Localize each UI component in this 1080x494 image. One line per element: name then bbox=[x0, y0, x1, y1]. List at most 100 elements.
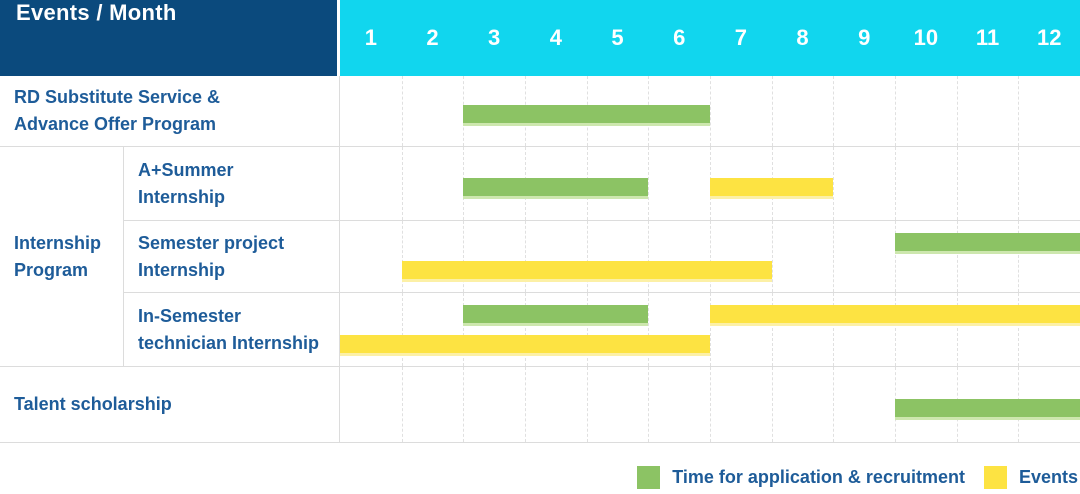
month-gridline bbox=[1018, 76, 1020, 146]
month-gridline bbox=[771, 221, 773, 292]
month-header-10: 10 bbox=[913, 25, 939, 50]
month-header-11: 11 bbox=[975, 25, 1000, 50]
label-line: Internship bbox=[138, 259, 226, 280]
month-gridline bbox=[956, 293, 958, 366]
row-rd-substitute: RD Substitute Service & Advance Offer Pro… bbox=[0, 76, 1080, 147]
group-label-internship: Internship Program bbox=[0, 147, 124, 366]
month-header-1: 1 bbox=[364, 25, 377, 50]
month-gridline bbox=[833, 293, 835, 366]
month-gridline bbox=[463, 221, 465, 292]
month-gridline bbox=[895, 221, 896, 292]
legend-item-yellow: Events bbox=[983, 466, 1078, 489]
sublabel-semester-project-internship: Semester project Internship bbox=[124, 221, 340, 292]
bar-green-months-10-12 bbox=[895, 398, 1080, 420]
month-gridline bbox=[833, 221, 835, 292]
label-line: Semester project bbox=[138, 232, 285, 253]
month-header-5: 5 bbox=[611, 25, 624, 50]
label-line: Talent scholarship bbox=[14, 394, 172, 414]
month-header-3: 3 bbox=[488, 25, 501, 50]
label-rd-substitute: RD Substitute Service & Advance Offer Pro… bbox=[0, 76, 340, 146]
legend-label-yellow: Events bbox=[1018, 467, 1078, 487]
table-body: RD Substitute Service & Advance Offer Pro… bbox=[0, 76, 1080, 443]
label-line: A+Summer bbox=[138, 159, 234, 180]
month-header-2: 2 bbox=[426, 25, 439, 50]
month-gridline bbox=[648, 221, 650, 292]
month-gridline bbox=[1018, 221, 1020, 292]
label-line: Program bbox=[14, 259, 89, 280]
month-gridline bbox=[771, 76, 773, 146]
month-gridline bbox=[648, 293, 650, 366]
bar-green-months-3-5 bbox=[463, 305, 649, 326]
chart-cell-talent-scholarship bbox=[340, 367, 1080, 442]
row-semester-project-internship: Semester project Internship bbox=[124, 221, 1080, 293]
month-header-12: 12 bbox=[1036, 25, 1062, 50]
bar-yellow-months-7-12 bbox=[710, 305, 1080, 326]
month-gridline bbox=[525, 221, 526, 292]
group-rows-internship: A+Summer Internship Semester project Intern… bbox=[124, 147, 1080, 366]
month-gridline bbox=[833, 147, 835, 220]
bar-green-months-10-12 bbox=[895, 233, 1080, 254]
label-line: RD Substitute Service & bbox=[14, 87, 221, 107]
month-gridline bbox=[956, 147, 958, 220]
legend: Time for application & recruitment Events bbox=[637, 466, 1078, 489]
label-line: technician Internship bbox=[138, 332, 320, 353]
legend-item-green: Time for application & recruitment bbox=[637, 466, 965, 489]
bar-green-months-3-5 bbox=[463, 177, 649, 199]
table-header-row: Events / Month 1 2 3 4 5 6 7 8 9 10 11 12 bbox=[0, 0, 1080, 76]
month-gridline bbox=[771, 367, 773, 442]
events-month-header-cell: Events / Month bbox=[0, 0, 340, 76]
month-gridline bbox=[586, 367, 588, 442]
legend-swatch-yellow bbox=[983, 466, 1007, 489]
month-gridline bbox=[833, 76, 835, 146]
month-gridline bbox=[648, 367, 650, 442]
chart-cell-semester-project-internship bbox=[340, 221, 1080, 292]
sublabel-a-plus-summer-internship: A+Summer Internship bbox=[124, 147, 340, 220]
chart-cell-rd-substitute bbox=[340, 76, 1080, 146]
month-gridline bbox=[401, 76, 403, 146]
month-header-7: 7 bbox=[734, 25, 747, 50]
month-gridline bbox=[1018, 147, 1020, 220]
label-line: Internship bbox=[14, 232, 102, 253]
month-header-4: 4 bbox=[549, 25, 562, 50]
month-gridline bbox=[710, 293, 711, 366]
bar-green-months-3-6 bbox=[463, 105, 710, 126]
month-gridline bbox=[648, 147, 650, 220]
month-header-8: 8 bbox=[796, 25, 809, 50]
month-gridline bbox=[771, 293, 773, 366]
legend-label-green: Time for application & recruitment bbox=[672, 467, 965, 487]
month-gridline bbox=[401, 221, 403, 292]
sublabel-in-semester-technician-internship: In-Semester technician Internship bbox=[124, 293, 340, 366]
month-gridline bbox=[401, 293, 403, 366]
chart-cell-in-semester-technician-internship bbox=[340, 293, 1080, 366]
month-gridline bbox=[895, 147, 896, 220]
group-block-internship: Internship Program A+Summer Internship Semes… bbox=[0, 147, 1080, 367]
month-gridline bbox=[895, 293, 896, 366]
label-line: In-Semester bbox=[138, 305, 242, 326]
month-gridline bbox=[463, 367, 465, 442]
month-gridline bbox=[401, 147, 403, 220]
row-in-semester-technician-internship: In-Semester technician Internship bbox=[124, 293, 1080, 366]
legend-swatch-green bbox=[637, 466, 661, 489]
label-line: Internship bbox=[138, 186, 226, 207]
month-header-9: 9 bbox=[858, 25, 871, 50]
label-line: Advance Offer Program bbox=[14, 114, 217, 134]
month-gridline bbox=[525, 293, 526, 366]
month-header-6: 6 bbox=[673, 25, 686, 50]
month-gridline bbox=[895, 76, 896, 146]
bar-yellow-months-2-7 bbox=[401, 261, 772, 282]
chart-cell-a-plus-summer-internship bbox=[340, 147, 1080, 220]
month-gridline bbox=[586, 221, 588, 292]
label-talent-scholarship: Talent scholarship bbox=[0, 367, 340, 442]
month-gridline bbox=[956, 221, 958, 292]
row-talent-scholarship: Talent scholarship bbox=[0, 367, 1080, 443]
month-gridline bbox=[525, 367, 526, 442]
month-header-strip: 1 2 3 4 5 6 7 8 9 10 11 12 bbox=[340, 0, 1080, 76]
month-gridline bbox=[833, 367, 835, 442]
month-gridline bbox=[463, 293, 465, 366]
month-gridline bbox=[710, 76, 711, 146]
row-a-plus-summer-internship: A+Summer Internship bbox=[124, 147, 1080, 221]
month-gridline bbox=[586, 293, 588, 366]
bar-yellow-months-1-6 bbox=[340, 335, 710, 356]
bar-yellow-months-7-8 bbox=[710, 177, 834, 199]
